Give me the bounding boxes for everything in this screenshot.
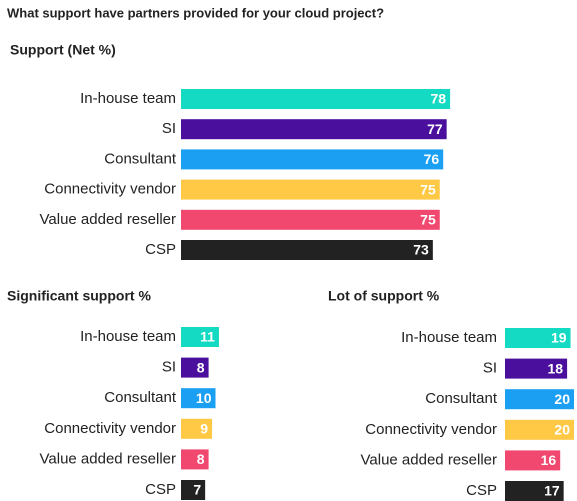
category-label: In-house team (80, 328, 176, 345)
bar (181, 209, 440, 230)
bar (181, 357, 209, 378)
value-label: 10 (196, 390, 212, 406)
value-label: 76 (424, 151, 440, 167)
value-label: 18 (548, 360, 564, 376)
category-label: Connectivity vendor (44, 181, 176, 198)
value-label: 77 (427, 121, 443, 137)
value-label: 8 (197, 359, 205, 375)
bar (181, 327, 219, 347)
category-label: Consultant (104, 150, 177, 167)
value-label: 75 (420, 181, 436, 197)
category-label: Value added reseller (361, 451, 497, 468)
category-label: SI (162, 359, 176, 376)
category-label: Connectivity vendor (365, 421, 497, 438)
bar (505, 389, 574, 410)
category-label: In-house team (80, 90, 176, 107)
category-label: Value added reseller (40, 211, 176, 228)
value-label: 8 (197, 451, 205, 467)
category-label: CSP (145, 481, 176, 498)
chart-title: Lot of support % (328, 288, 440, 304)
value-label: 20 (554, 391, 570, 407)
category-label: SI (162, 120, 176, 137)
category-label: CSP (466, 482, 497, 499)
bar (181, 449, 209, 470)
value-label: 16 (541, 452, 557, 468)
bar (181, 89, 451, 109)
category-label: Consultant (104, 389, 177, 406)
category-label: Consultant (425, 390, 498, 407)
value-label: 19 (551, 330, 567, 346)
bar (505, 481, 564, 501)
value-label: 9 (200, 421, 208, 437)
category-label: Connectivity vendor (44, 420, 176, 437)
bar (505, 419, 574, 440)
page-title: What support have partners provided for … (7, 5, 384, 20)
bar (505, 450, 561, 471)
bar (181, 240, 433, 260)
value-label: 78 (431, 91, 447, 107)
value-label: 75 (420, 212, 436, 228)
category-label: In-house team (401, 329, 497, 346)
bar (181, 418, 213, 439)
category-label: SI (483, 360, 497, 377)
value-label: 73 (413, 242, 429, 258)
bar (181, 480, 206, 500)
bar (181, 119, 447, 140)
bar (505, 358, 568, 379)
bar (181, 179, 440, 200)
category-label: Value added reseller (40, 450, 176, 467)
bar (181, 388, 216, 409)
bar (505, 328, 571, 348)
chart-title: Support (Net %) (10, 42, 116, 58)
chart-title: Significant support % (7, 288, 151, 304)
value-label: 17 (544, 483, 560, 499)
category-label: CSP (145, 241, 176, 258)
value-label: 20 (554, 422, 570, 438)
value-label: 11 (200, 329, 215, 345)
bar (181, 149, 444, 170)
value-label: 7 (193, 482, 201, 498)
